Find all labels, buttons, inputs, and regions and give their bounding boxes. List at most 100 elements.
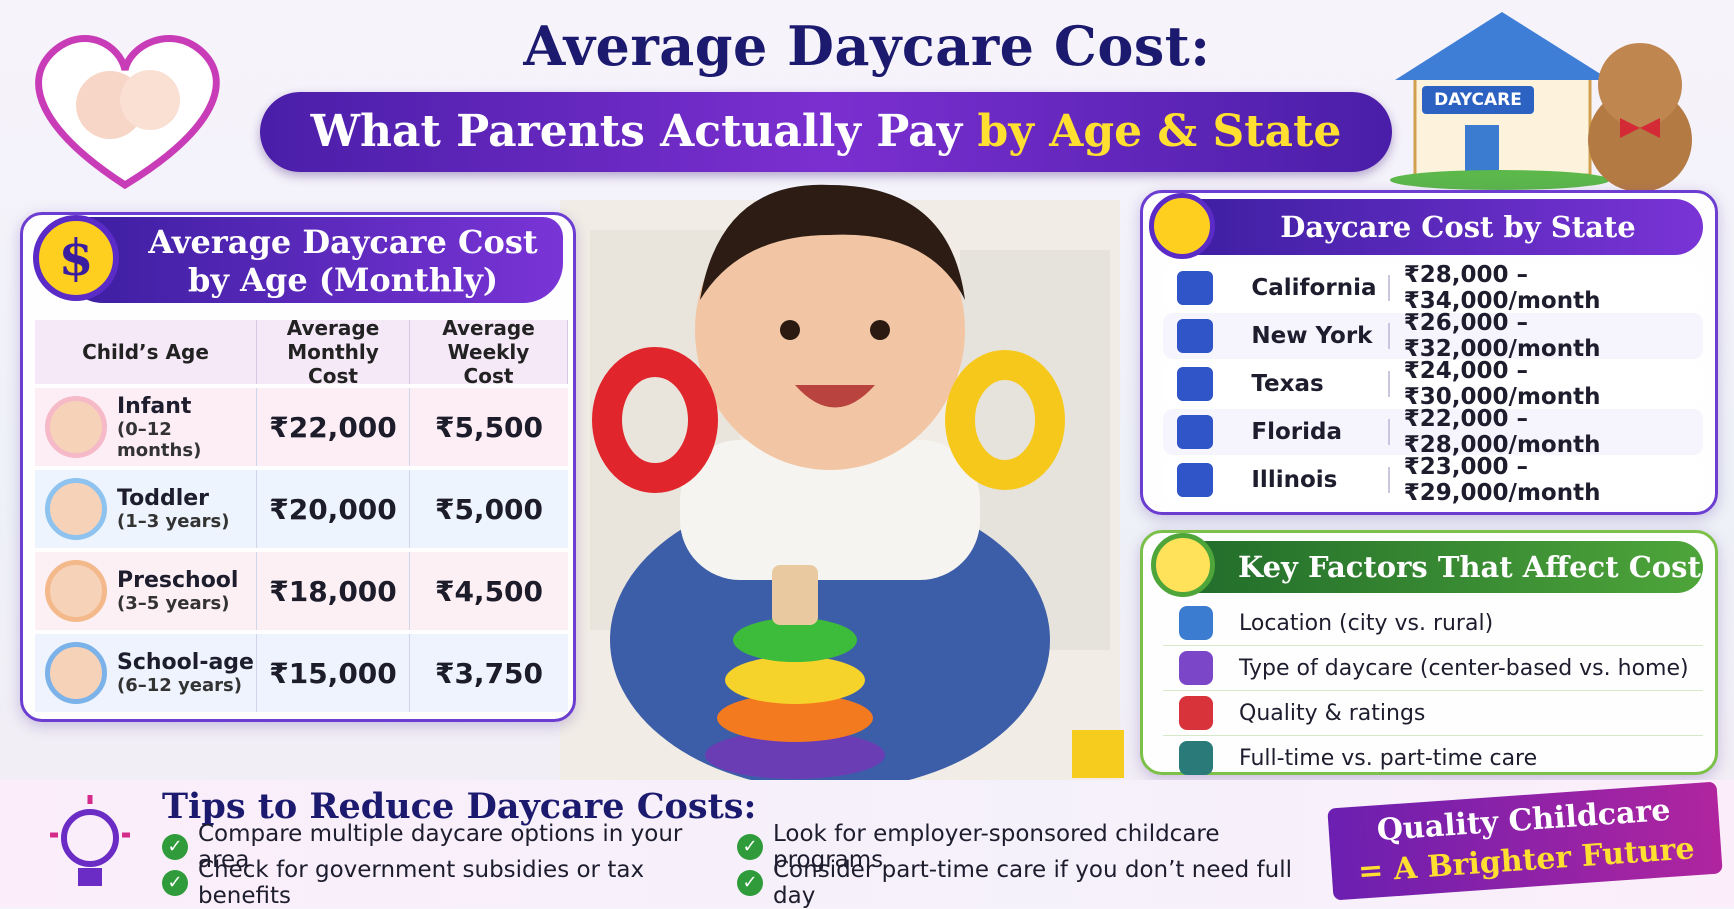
age-name: Preschool [117, 568, 239, 593]
factor-text: Quality & ratings [1239, 700, 1426, 726]
baby-face [695, 190, 965, 470]
teddy-head [1598, 43, 1682, 127]
age-range: (3–5 years) [117, 593, 230, 614]
age-name: Toddler [117, 486, 210, 511]
bulb-icon [1151, 533, 1215, 597]
tip-text: Consider part-time care if you don’t nee… [773, 857, 1292, 909]
state-name: New York [1251, 323, 1390, 349]
stack-peg [772, 565, 818, 625]
state-list: California ₹28,000 – ₹34,000/month New Yor… [1163, 262, 1703, 506]
state-shape [1177, 415, 1214, 449]
factors-header: Key Factors That Affect Cost [1163, 541, 1703, 593]
title: Average Daycare Cost: [523, 14, 1211, 78]
age-cell: Infant (0–12 months) [35, 388, 257, 466]
column-header: Average Weekly Cost [410, 316, 568, 388]
tips-bulb [50, 795, 130, 886]
age-range: (6–12 years) [117, 675, 242, 696]
factor-icon [1179, 651, 1213, 685]
age-avatar [45, 642, 107, 704]
state-cost: ₹26,000 – ₹32,000/month [1403, 310, 1601, 362]
state-shape [1177, 367, 1214, 401]
tip-item: ✓ Compare multiple daycare options in you… [162, 821, 737, 873]
tips-title: Tips to Reduce Daycare Costs: [162, 786, 757, 827]
monthly-cost: ₹15,000 [257, 634, 410, 712]
check-icon: ✓ [162, 870, 188, 896]
age-text: Preschool (3–5 years) [117, 568, 238, 614]
grass [1390, 170, 1610, 190]
toy-block [1072, 730, 1124, 778]
state-cost: ₹23,000 – ₹29,000/month [1403, 454, 1601, 506]
column-header: Child’s Age [35, 320, 257, 384]
state-cost: ₹22,000 – ₹28,000/month [1403, 406, 1601, 458]
factor-text: Type of daycare (center-based vs. home) [1239, 655, 1689, 681]
monthly-cost: ₹22,000 [257, 388, 410, 466]
monthly-cost: ₹18,000 [257, 552, 410, 630]
state-panel-header: Daycare Cost by State (Infant) [1163, 199, 1703, 300]
age-cell: Toddler (1–3 years) [35, 470, 257, 548]
bulb-base [78, 868, 102, 886]
check-icon: ✓ [737, 834, 763, 860]
age-name: School-age [117, 650, 254, 675]
state-shape [1177, 463, 1214, 497]
baby-illustration [120, 70, 180, 130]
factor-row: Location (city vs. rural) [1163, 601, 1703, 646]
baby-hair [700, 184, 965, 300]
bulb [61, 809, 119, 867]
red-ring [592, 347, 718, 493]
age-panel-title: by Age (Monthly) [188, 261, 498, 299]
stack-ring [725, 656, 865, 704]
baby-mouth [795, 385, 875, 408]
age-text: School-age (6–12 years) [117, 650, 254, 696]
age-range: (1–3 years) [117, 511, 230, 532]
factor-icon [1179, 606, 1213, 640]
factor-text: Full-time vs. part-time care [1239, 745, 1538, 771]
factor-list: Location (city vs. rural) Type of daycare… [1163, 601, 1703, 781]
baby-shirt [680, 440, 980, 580]
stack-ring [733, 618, 857, 662]
weekly-cost: ₹4,500 [410, 552, 568, 630]
factor-row: Quality & ratings [1163, 691, 1703, 736]
baby-eye [780, 320, 800, 340]
check-icon: ✓ [162, 834, 188, 860]
baby-eye [870, 320, 890, 340]
age-panel: Average Daycare Cost by Age (Monthly) $ … [20, 212, 576, 722]
pin-icon [1149, 193, 1215, 259]
age-panel-header: Average Daycare Cost by Age (Monthly) [63, 217, 563, 303]
tip-item: ✓ Check for government subsidies or tax b… [162, 857, 737, 909]
subtitle: What Parents Actually Pay [310, 106, 963, 157]
tip-text: Look for employer-sponsored childcare pr… [773, 821, 1220, 873]
state-row: California ₹28,000 – ₹34,000/month [1163, 262, 1703, 314]
age-range: (0–12 months) [117, 418, 202, 461]
age-panel-title: Average Daycare Cost [148, 223, 538, 261]
weekly-cost: ₹5,500 [410, 388, 568, 466]
state-panel: Daycare Cost by State (Infant) Californi… [1140, 190, 1718, 515]
dollar-icon: $ [33, 215, 119, 301]
factor-text: Location (city vs. rural) [1239, 610, 1494, 636]
monthly-cost: ₹20,000 [257, 470, 410, 548]
yellow-ring [945, 350, 1065, 490]
age-avatar [45, 396, 107, 458]
age-avatar [45, 560, 107, 622]
subtitle-banner: What Parents Actually Pay by Age & State [260, 92, 1392, 172]
tip-item: ✓ Consider part-time care if you don’t ne… [737, 857, 1312, 909]
age-table: Child’s Age Average Monthly Cost Average W… [35, 316, 568, 712]
subtitle-highlight: by Age & State [977, 106, 1342, 157]
state-name: Illinois [1251, 467, 1390, 493]
tip-text: Check for government subsidies or tax be… [198, 857, 645, 909]
factor-icon [1179, 741, 1213, 775]
factors-panel: Key Factors That Affect Cost Location (c… [1140, 530, 1718, 781]
check-icon: ✓ [737, 870, 763, 896]
state-row: Florida ₹22,000 – ₹28,000/month [1163, 406, 1703, 458]
factor-row: Full-time vs. part-time care [1163, 736, 1703, 781]
factor-row: Type of daycare (center-based vs. home) [1163, 646, 1703, 691]
state-shape [1177, 319, 1214, 353]
teddy-bow [1620, 118, 1660, 138]
state-shape [1177, 271, 1214, 305]
state-row: Texas ₹24,000 – ₹30,000/month [1163, 358, 1703, 410]
stack-ring [717, 694, 873, 742]
tip-text: Compare multiple daycare options in your… [198, 821, 683, 873]
state-cost: ₹28,000 – ₹34,000/month [1403, 262, 1601, 314]
state-name: Florida [1251, 419, 1390, 445]
